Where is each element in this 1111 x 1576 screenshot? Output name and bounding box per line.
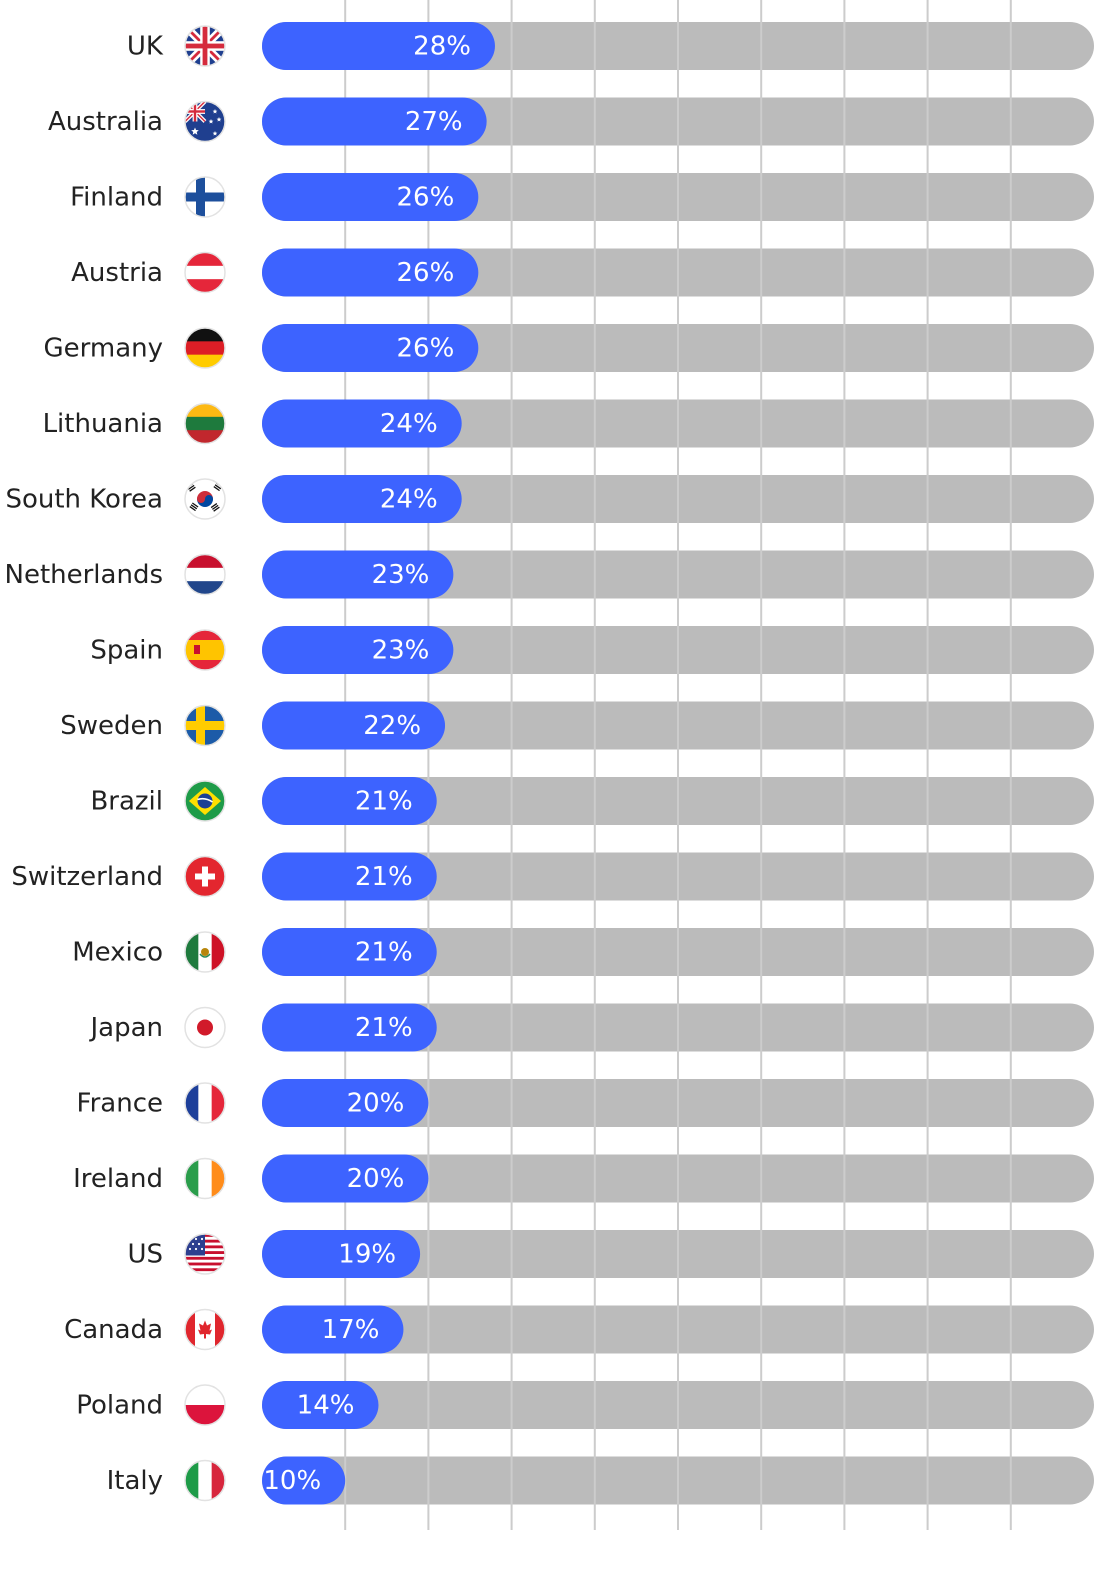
category-label: Mexico <box>72 938 163 968</box>
value-label: 21% <box>355 862 413 892</box>
category-label: Ireland <box>73 1164 163 1194</box>
bar <box>262 1230 421 1278</box>
value-label: 19% <box>338 1240 396 1270</box>
category-label: Canada <box>64 1315 163 1345</box>
category-label: France <box>77 1089 163 1119</box>
category-label: Austria <box>71 258 163 288</box>
germany-flag-icon <box>184 327 226 369</box>
value-label: 21% <box>355 938 413 968</box>
bar <box>262 399 462 448</box>
category-label: Brazil <box>90 787 163 817</box>
value-label: 17% <box>322 1315 380 1345</box>
category-label: Sweden <box>60 711 163 741</box>
austria-flag-icon <box>184 251 226 294</box>
brazil-flag-icon <box>184 780 226 822</box>
category-label: Netherlands <box>5 560 164 590</box>
bar <box>262 1381 379 1429</box>
bar <box>262 701 446 750</box>
bar <box>262 475 462 523</box>
value-label: 23% <box>372 560 430 590</box>
bar <box>262 1456 346 1505</box>
category-labels: UK Australia Finland Austria Germany Lithuani… <box>5 32 164 1497</box>
bar <box>262 777 437 825</box>
bar <box>262 22 495 70</box>
canada-flag-icon <box>184 1308 226 1351</box>
us-flag-icon <box>184 1233 226 1275</box>
category-label: South Korea <box>5 485 163 515</box>
bar <box>262 928 437 976</box>
france-flag-icon <box>184 1082 226 1124</box>
flag-icons <box>184 25 226 1502</box>
value-label: 23% <box>372 636 430 666</box>
bar <box>262 248 479 297</box>
finland-flag-icon <box>184 176 226 218</box>
value-label: 27% <box>405 107 463 137</box>
lithuania-flag-icon <box>184 402 226 445</box>
poland-flag-icon <box>184 1384 226 1426</box>
bars: 28% 27% 26% 26% 26% 24% 24% 23% 23% 22% 21% 21% 21% 2… <box>262 22 495 1505</box>
value-label: 21% <box>355 1013 413 1043</box>
switzerland-flag-icon <box>184 855 226 898</box>
value-label: 22% <box>363 711 421 741</box>
category-label: Lithuania <box>43 409 163 439</box>
value-label: 24% <box>380 485 438 515</box>
value-label: 24% <box>380 409 438 439</box>
category-label: Switzerland <box>11 862 163 892</box>
value-label: 26% <box>397 334 455 364</box>
value-label: 20% <box>347 1164 405 1194</box>
category-label: Australia <box>48 107 163 137</box>
mexico-flag-icon <box>184 931 226 973</box>
value-label: 20% <box>347 1089 405 1119</box>
sweden-flag-icon <box>184 704 226 747</box>
japan-flag-icon <box>184 1006 226 1049</box>
value-label: 21% <box>355 787 413 817</box>
value-label: 26% <box>397 183 455 213</box>
category-label: US <box>127 1240 163 1270</box>
value-label: 28% <box>413 32 471 62</box>
bar <box>262 1305 404 1354</box>
bar <box>262 324 479 372</box>
ireland-flag-icon <box>184 1157 226 1200</box>
bar <box>262 173 479 221</box>
category-label: Poland <box>76 1391 163 1421</box>
value-label: 14% <box>297 1391 355 1421</box>
bar <box>262 1079 429 1127</box>
italy-flag-icon <box>184 1459 226 1502</box>
netherlands-flag-icon <box>184 553 226 596</box>
value-label: 10% <box>263 1466 321 1496</box>
bar <box>262 1003 437 1052</box>
category-label: UK <box>127 32 164 62</box>
value-label: 26% <box>397 258 455 288</box>
category-label: Spain <box>90 636 163 666</box>
bar <box>262 626 454 674</box>
category-label: Germany <box>43 334 163 364</box>
bar <box>262 550 454 599</box>
bar <box>262 97 487 146</box>
category-label: Finland <box>70 183 163 213</box>
spain-flag-icon <box>184 629 226 671</box>
gridlines <box>344 0 1012 1530</box>
bar <box>262 852 437 901</box>
category-label: Japan <box>88 1013 163 1043</box>
australia-flag-icon <box>184 100 226 143</box>
category-label: Italy <box>107 1466 163 1496</box>
uk-flag-icon <box>184 25 226 67</box>
bar <box>262 1154 429 1203</box>
south-korea-flag-icon <box>184 478 226 520</box>
